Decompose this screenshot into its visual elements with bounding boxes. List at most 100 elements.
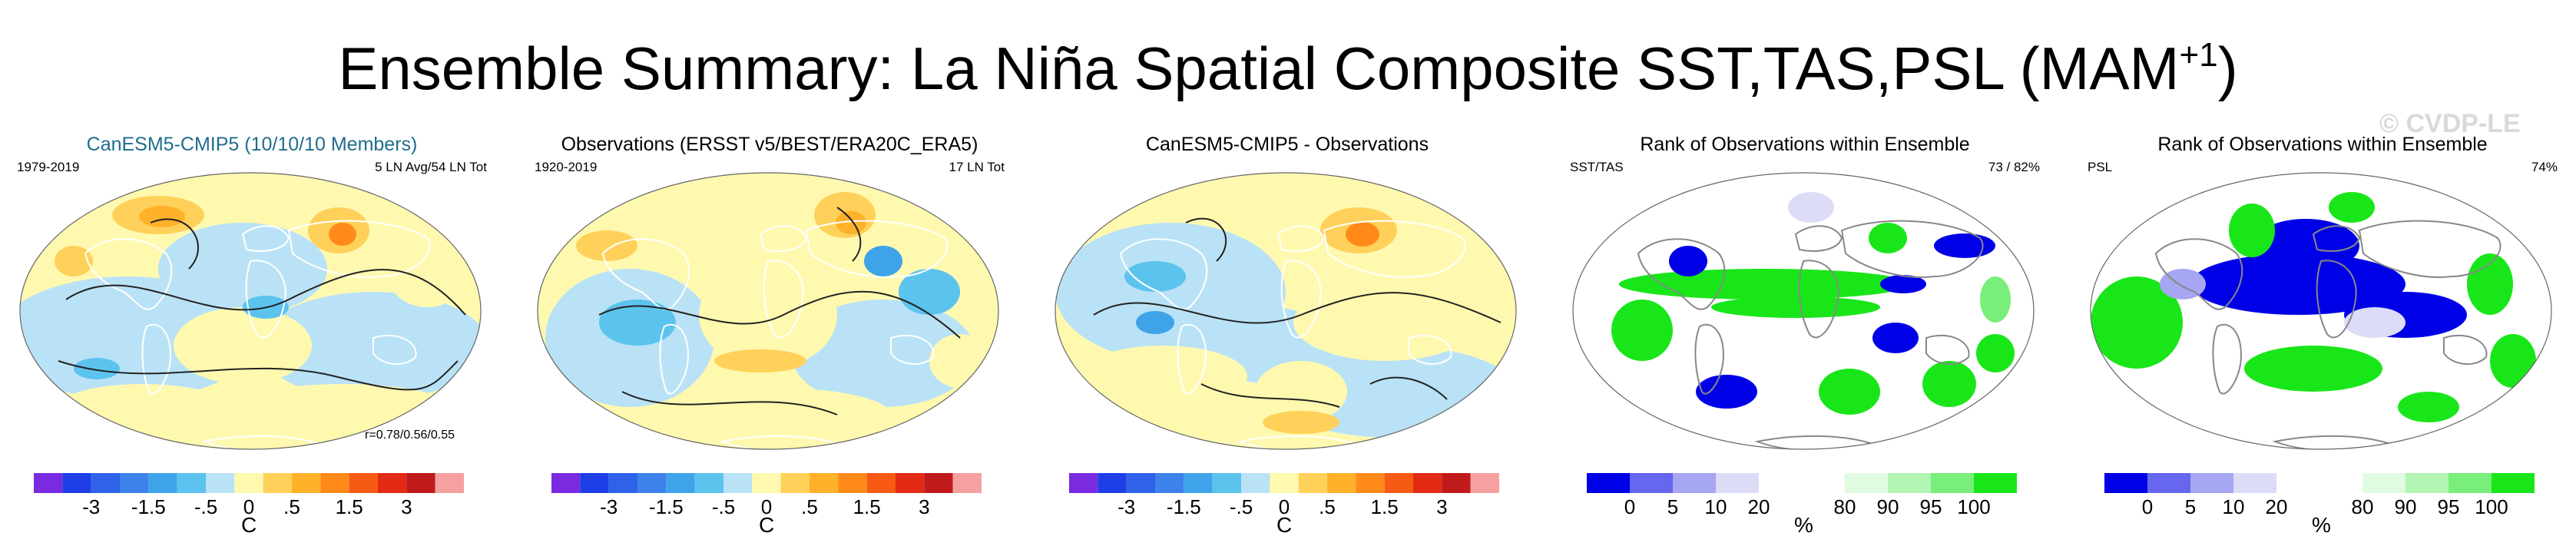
colorbar-swatch [580,473,609,493]
figure-title-suffix: ) [2217,35,2238,102]
colorbar-tick-label: 90 [1877,495,1899,518]
colorbar-tick-label: 20 [2266,495,2288,518]
world-map [537,172,999,450]
colorbar-swatch [1069,473,1098,493]
colorbar-swatch [148,473,177,493]
colorbar-swatch [1413,473,1442,493]
colorbar-tick-label: 100 [1957,495,1990,518]
colorbar-swatch [952,473,982,493]
colorbar-tick-label: 1.5 [336,495,363,518]
colorbar-swatch [752,473,781,493]
colorbar-swatch [896,473,925,493]
colorbar: -3 -1.5 -.5 0 .5 1.5 3 [34,473,464,518]
panel-title: Observations (ERSST v5/BEST/ERA20C_ERA5) [561,134,978,155]
colorbar-swatch [838,473,867,493]
colorbar-tick-label: -3 [1117,495,1135,518]
colorbar-swatch [406,473,435,493]
colorbar-tick-label: 0 [2142,495,2153,518]
colorbar-tick-label: 0 [1624,495,1635,518]
world-map [2090,172,2552,450]
colorbar-swatch [1759,473,1802,493]
panel-rank-psl: Rank of Observations within Ensemble PSL… [2077,129,2568,544]
colorbar-tick-label: 20 [1748,495,1770,518]
colorbar-swatch [1155,473,1184,493]
colorbar-swatch [1098,473,1127,493]
rank-summary-label: 74% [2531,160,2558,174]
panel-title: Rank of Observations within Ensemble [1640,134,1970,155]
colorbar-tick-label: 3 [919,495,929,518]
colorbar-swatch [1974,473,2017,493]
panel-model-composite: CanESM5-CMIP5 (10/10/10 Members) 1979-20… [6,129,498,544]
colorbar-tick-label: 3 [401,495,412,518]
colorbar-swatch [1888,473,1931,493]
event-count-label: 5 LN Avg/54 LN Tot [375,160,487,174]
colorbar-swatch [2190,473,2233,493]
panel-title: CanESM5-CMIP5 - Observations [1145,134,1429,155]
colorbar: -3 -1.5 -.5 0 .5 1.5 3 [1069,473,1499,518]
colorbar-swatch [1384,473,1413,493]
colorbar-swatch [924,473,953,493]
figure-title: Ensemble Summary: La Niña Spatial Compos… [0,17,2576,107]
colorbar-swatch [91,473,120,493]
colorbar-tick-label: 5 [2185,495,2196,518]
panel-title: Rank of Observations within Ensemble [2157,134,2488,155]
colorbar-swatch [234,473,263,493]
colorbar-swatch [1327,473,1356,493]
colorbar: 0 5 10 20 80 90 95 100 [1587,473,2017,518]
colorbar-tick-label: -3 [600,495,618,518]
colorbar-swatch [810,473,839,493]
colorbar-tick-label: 10 [2223,495,2245,518]
colorbar-tick-label: -1.5 [649,495,684,518]
colorbar-swatch [378,473,407,493]
colorbar-unit: C [759,513,775,537]
colorbar-tick-label: 80 [1834,495,1856,518]
colorbar-tick-label: 0 [1279,495,1290,518]
colorbar-tick-label: 0 [761,495,772,518]
colorbar-tick-label: .5 [801,495,818,518]
colorbar: -3 -1.5 -.5 0 .5 1.5 3 [551,473,982,518]
colorbar-swatch [1241,473,1270,493]
variable-label: SST/TAS [1570,160,1624,174]
colorbar-tick-label: -.5 [712,495,735,518]
colorbar-unit: % [1794,513,1813,537]
colorbar-tick-label: .5 [283,495,300,518]
colorbar-swatch [292,473,321,493]
colorbar-swatch [1270,473,1299,493]
colorbar-swatch [551,473,581,493]
panel-title: CanESM5-CMIP5 (10/10/10 Members) [86,134,418,155]
colorbar-tick-label: -.5 [1230,495,1253,518]
colorbar-tick-label: 100 [2475,495,2508,518]
world-map [1055,172,1517,450]
colorbar-tick-label: 3 [1436,495,1447,518]
colorbar-swatch [2319,473,2362,493]
colorbar-tick-label: -3 [82,495,100,518]
colorbar-tick-label: 5 [1667,495,1678,518]
colorbar-swatch [2449,473,2492,493]
colorbar-swatch [694,473,723,493]
colorbar-unit: C [1276,513,1293,537]
colorbar-swatch [2104,473,2147,493]
rank-summary-label: 73 / 82% [1988,160,2040,174]
colorbar-tick-label: 95 [1920,495,1942,518]
colorbar-swatch [1673,473,1716,493]
figure-title-text: Ensemble Summary: La Niña Spatial Compos… [338,35,2180,102]
colorbar-tick-label: -1.5 [1167,495,1201,518]
colorbar-swatch [34,473,63,493]
event-count-label: 17 LN Tot [949,160,1005,174]
colorbar-unit: C [241,513,257,537]
colorbar-swatch [1356,473,1385,493]
colorbar-tick-label: 80 [2352,495,2374,518]
colorbar-swatch [1630,473,1673,493]
colorbar-swatch [2405,473,2449,493]
colorbar-swatch [120,473,149,493]
colorbar-swatch [320,473,349,493]
panel-rank-sst-tas: Rank of Observations within Ensemble SST… [1559,129,2051,544]
panel-difference: CanESM5-CMIP5 - Observations -3 -1.5 -.5 0.… [1041,129,1533,544]
colorbar-swatch [206,473,235,493]
colorbar-swatch [780,473,810,493]
colorbar-swatch [1802,473,1845,493]
colorbar-swatch [637,473,667,493]
panel-observations: Observations (ERSST v5/BEST/ERA20C_ERA5)… [524,129,1015,544]
colorbar-tick-label: .5 [1319,495,1336,518]
cvdp-watermark: © CVDP-LE [2379,109,2521,138]
